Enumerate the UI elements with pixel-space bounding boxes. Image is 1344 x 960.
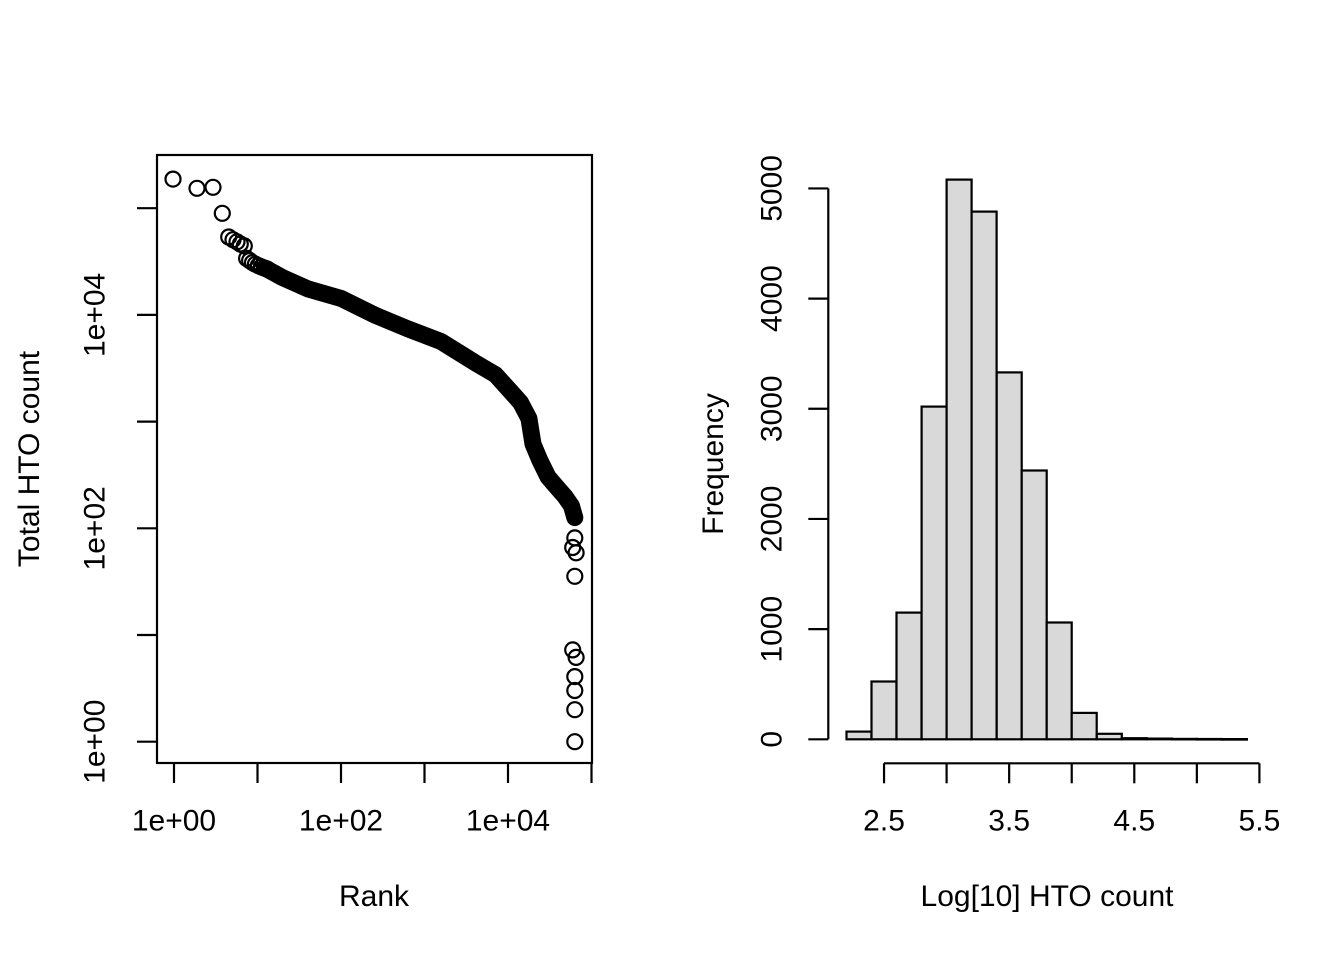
scatter-point xyxy=(164,170,182,188)
scatter-point xyxy=(564,538,582,557)
histogram-x-tick-label: 5.5 xyxy=(1239,805,1281,838)
histogram-bar xyxy=(970,210,998,741)
histogram-y-tick-label: 5000 xyxy=(756,155,789,222)
histogram-bar xyxy=(1095,732,1123,741)
rank-plot-x-axis-title: Rank xyxy=(338,880,410,913)
histogram-y-tick-label: 4000 xyxy=(756,265,789,332)
scatter-dense-band xyxy=(257,260,584,527)
scatter-point xyxy=(204,178,222,196)
scatter-point xyxy=(567,648,585,667)
histogram-x-tick-label: 2.5 xyxy=(863,805,905,838)
histogram-x-tick-label: 4.5 xyxy=(1113,805,1155,838)
histogram-bar xyxy=(1120,737,1148,741)
scatter-point xyxy=(188,179,206,197)
histogram-y-tick-label: 2000 xyxy=(756,486,789,553)
scatter-point xyxy=(566,701,584,719)
rank-plot-y-tick-label: 1e+04 xyxy=(79,273,112,357)
histogram-y-tick-label: 1000 xyxy=(756,596,789,663)
histogram-y-tick-label: 3000 xyxy=(756,375,789,442)
rank-plot-x-tick-label: 1e+02 xyxy=(299,805,383,838)
histogram-bar xyxy=(920,405,948,741)
rank-plot-y-tick-label: 1e+00 xyxy=(79,700,112,784)
histogram-bar xyxy=(1070,711,1098,741)
histogram-bar xyxy=(1020,469,1048,741)
histogram-bar xyxy=(1045,621,1073,741)
histogram-bar xyxy=(1220,737,1249,741)
histogram-bar xyxy=(995,371,1023,741)
rank-plot-y-tick-label: 1e+02 xyxy=(79,486,112,570)
histogram-bar xyxy=(1170,737,1198,741)
histogram-bar xyxy=(1145,737,1173,741)
rank-plot-x-tick-label: 1e+00 xyxy=(132,805,216,838)
histogram-bar xyxy=(895,611,923,741)
histogram-bar xyxy=(945,178,973,741)
rank-plot-y-axis-title: Total HTO count xyxy=(13,350,46,568)
histogram-y-axis-title: Frequency xyxy=(697,393,730,535)
histogram-x-axis-title: Log[10] HTO count xyxy=(920,880,1174,913)
scatter-point xyxy=(258,260,276,278)
histogram-x-tick-label: 3.5 xyxy=(988,805,1030,838)
scatter-point xyxy=(566,681,584,700)
scatter-point xyxy=(566,567,584,585)
rank-plot-x-tick-label: 1e+04 xyxy=(466,805,550,838)
scatter-point xyxy=(213,204,231,222)
scatter-point xyxy=(566,667,584,686)
histogram-y-tick-label: 0 xyxy=(756,731,789,748)
histogram-bar xyxy=(870,680,898,741)
rank-plot-box xyxy=(155,153,594,765)
scatter-point xyxy=(566,733,584,751)
scatter-point xyxy=(567,544,585,562)
scatter-point xyxy=(235,237,253,255)
histogram-bar xyxy=(845,730,873,741)
histogram-bar xyxy=(1195,737,1223,741)
